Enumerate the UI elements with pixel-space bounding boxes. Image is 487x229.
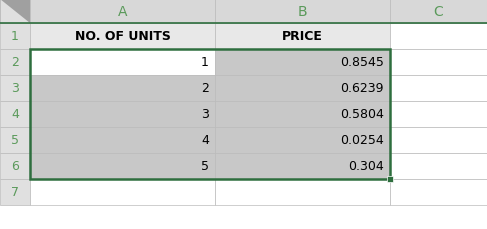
Text: 6: 6 bbox=[11, 160, 19, 173]
Bar bbox=[390, 24, 487, 50]
Text: 5: 5 bbox=[201, 160, 209, 173]
Text: A: A bbox=[118, 5, 127, 19]
Bar bbox=[215, 24, 390, 50]
Bar bbox=[0, 50, 30, 76]
Text: 5: 5 bbox=[11, 134, 19, 147]
Text: 0.304: 0.304 bbox=[348, 160, 384, 173]
Bar bbox=[390, 76, 487, 101]
Bar bbox=[0, 0, 30, 24]
Text: NO. OF UNITS: NO. OF UNITS bbox=[75, 30, 170, 43]
Text: 1: 1 bbox=[201, 56, 209, 69]
Bar bbox=[0, 0, 30, 24]
Bar bbox=[390, 101, 487, 128]
Bar bbox=[215, 179, 390, 205]
Bar bbox=[215, 101, 390, 128]
Text: 2: 2 bbox=[201, 82, 209, 95]
Text: PRICE: PRICE bbox=[282, 30, 323, 43]
Bar bbox=[30, 24, 215, 50]
Bar bbox=[30, 50, 390, 179]
Text: 2: 2 bbox=[11, 56, 19, 69]
Text: 4: 4 bbox=[201, 134, 209, 147]
Bar bbox=[390, 153, 487, 179]
Text: 1: 1 bbox=[11, 30, 19, 43]
Bar bbox=[0, 24, 30, 50]
Bar bbox=[215, 128, 390, 153]
Bar bbox=[30, 153, 215, 179]
Text: 3: 3 bbox=[11, 82, 19, 95]
Text: 0.8545: 0.8545 bbox=[340, 56, 384, 69]
Text: 7: 7 bbox=[11, 186, 19, 199]
Polygon shape bbox=[0, 0, 30, 24]
Bar bbox=[215, 153, 390, 179]
Bar bbox=[390, 128, 487, 153]
Bar bbox=[0, 153, 30, 179]
Bar bbox=[387, 176, 393, 182]
Bar bbox=[0, 179, 30, 205]
Bar bbox=[30, 0, 215, 24]
Bar bbox=[0, 101, 30, 128]
Text: 0.5804: 0.5804 bbox=[340, 108, 384, 121]
Bar bbox=[215, 76, 390, 101]
Bar bbox=[0, 76, 30, 101]
Bar bbox=[215, 50, 390, 76]
Bar bbox=[30, 50, 215, 76]
Bar bbox=[30, 128, 215, 153]
Bar bbox=[30, 179, 215, 205]
Text: 3: 3 bbox=[201, 108, 209, 121]
Bar bbox=[0, 128, 30, 153]
Text: 4: 4 bbox=[11, 108, 19, 121]
Bar bbox=[390, 0, 487, 24]
Bar bbox=[30, 76, 215, 101]
Bar bbox=[30, 101, 215, 128]
Bar bbox=[390, 179, 487, 205]
Bar bbox=[390, 50, 487, 76]
Text: C: C bbox=[433, 5, 443, 19]
Text: B: B bbox=[298, 5, 307, 19]
Text: 0.0254: 0.0254 bbox=[340, 134, 384, 147]
Bar bbox=[215, 0, 390, 24]
Text: 0.6239: 0.6239 bbox=[340, 82, 384, 95]
